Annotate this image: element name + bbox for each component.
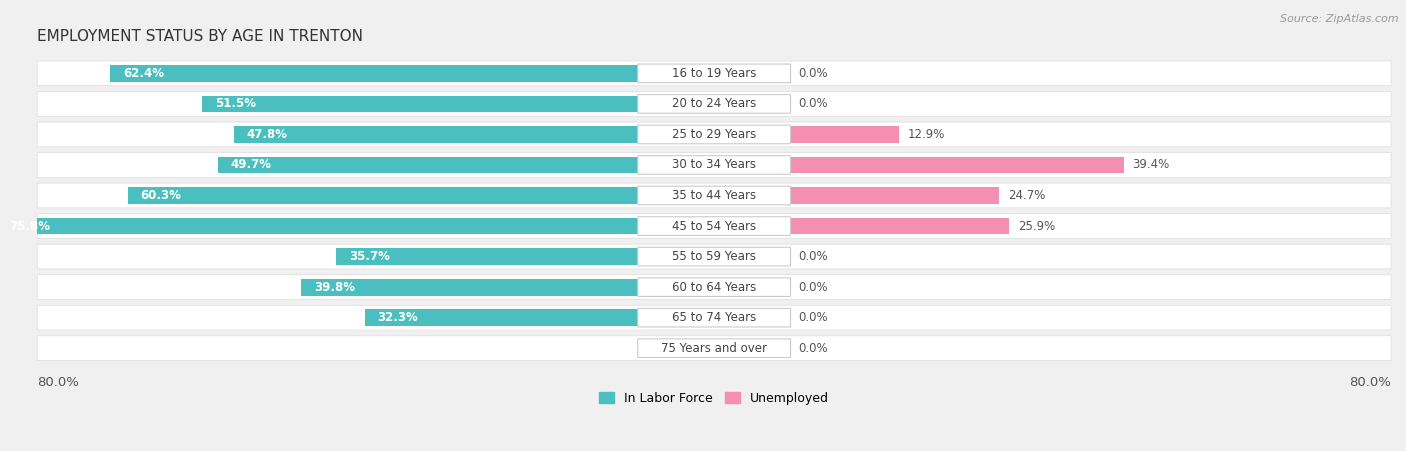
FancyBboxPatch shape (37, 275, 1391, 299)
Text: 16 to 19 Years: 16 to 19 Years (672, 67, 756, 80)
Text: 35.7%: 35.7% (349, 250, 389, 263)
Text: EMPLOYMENT STATUS BY AGE IN TRENTON: EMPLOYMENT STATUS BY AGE IN TRENTON (38, 29, 364, 44)
Bar (202, 96, 638, 112)
Text: 35 to 44 Years: 35 to 44 Years (672, 189, 756, 202)
Text: 49.7%: 49.7% (231, 158, 271, 171)
Text: 25.9%: 25.9% (1018, 220, 1054, 233)
FancyBboxPatch shape (638, 95, 790, 113)
FancyBboxPatch shape (37, 305, 1391, 330)
Bar (336, 248, 638, 265)
Legend: In Labor Force, Unemployed: In Labor Force, Unemployed (593, 387, 834, 410)
FancyBboxPatch shape (638, 247, 790, 266)
FancyBboxPatch shape (37, 92, 1391, 116)
FancyBboxPatch shape (37, 152, 1391, 177)
FancyBboxPatch shape (638, 339, 790, 358)
Text: 62.4%: 62.4% (122, 67, 165, 80)
FancyBboxPatch shape (37, 214, 1391, 239)
Bar (790, 126, 900, 143)
Text: 12.9%: 12.9% (908, 128, 945, 141)
Bar (790, 156, 1123, 173)
FancyBboxPatch shape (638, 156, 790, 174)
FancyBboxPatch shape (37, 336, 1391, 360)
Bar (364, 309, 638, 326)
Text: 0.0%: 0.0% (799, 342, 828, 354)
Text: 60.3%: 60.3% (141, 189, 181, 202)
Text: 55 to 59 Years: 55 to 59 Years (672, 250, 756, 263)
Bar (790, 218, 1010, 235)
FancyBboxPatch shape (37, 183, 1391, 208)
Text: 51.5%: 51.5% (215, 97, 256, 110)
Bar (128, 187, 638, 204)
FancyBboxPatch shape (638, 217, 790, 235)
Text: 0.0%: 0.0% (799, 281, 828, 294)
FancyBboxPatch shape (638, 186, 790, 205)
Text: 25 to 29 Years: 25 to 29 Years (672, 128, 756, 141)
Text: 75 Years and over: 75 Years and over (661, 342, 768, 354)
Text: 20 to 24 Years: 20 to 24 Years (672, 97, 756, 110)
Text: 0.0%: 0.0% (799, 67, 828, 80)
Bar (301, 279, 638, 295)
Text: 75.8%: 75.8% (10, 220, 51, 233)
Text: 32.3%: 32.3% (377, 311, 418, 324)
Text: 30 to 34 Years: 30 to 34 Years (672, 158, 756, 171)
Text: 60 to 64 Years: 60 to 64 Years (672, 281, 756, 294)
Text: 45 to 54 Years: 45 to 54 Years (672, 220, 756, 233)
Text: 0.0%: 0.0% (799, 311, 828, 324)
Text: 39.8%: 39.8% (314, 281, 356, 294)
Text: 39.4%: 39.4% (1132, 158, 1170, 171)
Text: 0.0%: 0.0% (799, 97, 828, 110)
Text: 47.8%: 47.8% (246, 128, 287, 141)
FancyBboxPatch shape (638, 308, 790, 327)
FancyBboxPatch shape (638, 278, 790, 296)
FancyBboxPatch shape (638, 64, 790, 83)
FancyBboxPatch shape (37, 122, 1391, 147)
Bar (110, 65, 638, 82)
FancyBboxPatch shape (37, 244, 1391, 269)
Text: 80.0%: 80.0% (38, 376, 79, 389)
FancyBboxPatch shape (37, 61, 1391, 86)
Text: 0.0%: 0.0% (799, 250, 828, 263)
Text: 65 to 74 Years: 65 to 74 Years (672, 311, 756, 324)
FancyBboxPatch shape (638, 125, 790, 144)
Bar (790, 187, 1000, 204)
Text: 24.7%: 24.7% (1008, 189, 1045, 202)
Bar (0, 218, 638, 235)
Bar (233, 126, 638, 143)
Bar (218, 156, 638, 173)
Text: Source: ZipAtlas.com: Source: ZipAtlas.com (1281, 14, 1399, 23)
Text: 80.0%: 80.0% (1348, 376, 1391, 389)
